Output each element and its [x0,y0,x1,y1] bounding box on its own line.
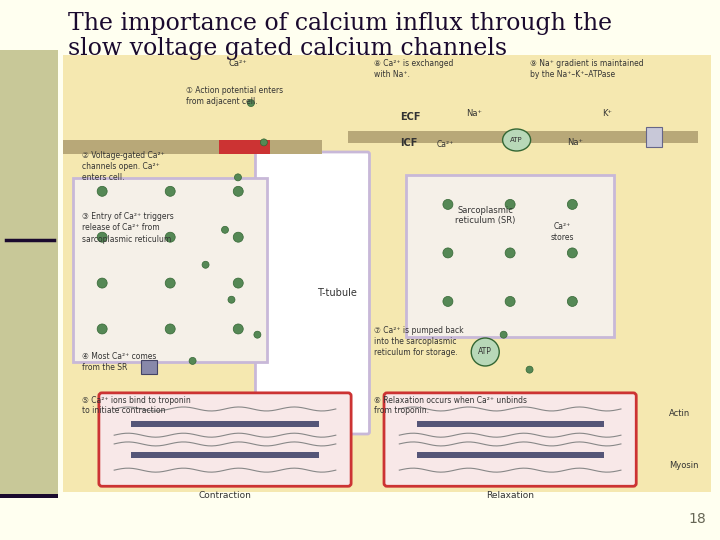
Circle shape [505,199,515,210]
Circle shape [97,324,107,334]
Bar [271,140,323,154]
Circle shape [233,186,243,197]
Bar [348,131,698,143]
Circle shape [165,324,175,334]
Circle shape [261,139,267,146]
Bar [132,421,318,427]
Circle shape [567,199,577,210]
Text: Na⁺: Na⁺ [567,138,583,147]
Circle shape [526,366,533,373]
Circle shape [165,232,175,242]
Bar [141,360,157,374]
Circle shape [443,248,453,258]
Text: Ca²⁺: Ca²⁺ [228,59,248,69]
Text: ⑦ Ca²⁺ is pumped back
into the sarcoplasmic
reticulum for storage.: ⑦ Ca²⁺ is pumped back into the sarcoplas… [374,326,464,357]
Text: The importance of calcium influx through the: The importance of calcium influx through… [68,12,612,35]
Text: ECF: ECF [400,112,420,122]
Circle shape [567,248,577,258]
Circle shape [165,278,175,288]
Circle shape [189,357,196,364]
Bar [406,176,613,337]
Text: Na⁺: Na⁺ [467,109,482,118]
Circle shape [567,296,577,306]
Circle shape [97,278,107,288]
Circle shape [233,232,243,242]
Bar [647,127,662,147]
Text: Relaxation: Relaxation [486,491,534,500]
Bar [73,178,267,362]
Text: Contraction: Contraction [199,491,251,500]
Text: ATP: ATP [478,348,492,356]
Text: ⑨ Na⁺ gradient is maintained
by the Na⁺–K⁺–ATPase: ⑨ Na⁺ gradient is maintained by the Na⁺–… [529,59,643,79]
Circle shape [97,232,107,242]
Bar [0,494,58,498]
Text: ④ Most Ca²⁺ comes
from the SR: ④ Most Ca²⁺ comes from the SR [82,352,157,372]
Text: 18: 18 [688,512,706,526]
Bar [0,50,58,498]
Text: Sarcoplasmic
reticulum (SR): Sarcoplasmic reticulum (SR) [455,206,516,225]
Text: ICF: ICF [400,138,418,148]
Bar [219,140,271,154]
Bar [417,421,603,427]
Text: ⑤ Ca²⁺ ions bind to troponin
to initiate contraction: ⑤ Ca²⁺ ions bind to troponin to initiate… [82,396,192,415]
Circle shape [233,278,243,288]
Circle shape [235,174,241,181]
Circle shape [443,199,453,210]
Circle shape [165,186,175,197]
FancyBboxPatch shape [99,393,351,486]
Circle shape [500,331,507,338]
Circle shape [228,296,235,303]
Circle shape [202,261,209,268]
Circle shape [222,226,228,233]
Ellipse shape [503,129,531,151]
Text: Ca²⁺
stores: Ca²⁺ stores [550,222,574,241]
Text: Ca²⁺: Ca²⁺ [437,140,454,149]
Bar [417,453,603,458]
Text: slow voltage gated calcium channels: slow voltage gated calcium channels [68,37,507,60]
Text: T-tubule: T-tubule [318,288,357,298]
Text: Myosin: Myosin [669,461,698,470]
Text: ① Action potential enters
from adjacent cell.: ① Action potential enters from adjacent … [186,85,283,106]
Text: ATP: ATP [510,137,523,143]
Text: K⁺: K⁺ [603,109,612,118]
Bar [63,55,711,492]
Circle shape [97,186,107,197]
Circle shape [471,338,499,366]
Text: ⑧ Ca²⁺ is exchanged
with Na⁺.: ⑧ Ca²⁺ is exchanged with Na⁺. [374,59,454,79]
Bar [63,140,219,154]
Bar [132,453,318,458]
Circle shape [505,248,515,258]
Circle shape [443,296,453,306]
FancyBboxPatch shape [384,393,636,486]
Circle shape [505,296,515,306]
FancyBboxPatch shape [256,152,369,434]
Text: ③ Entry of Ca²⁺ triggers
release of Ca²⁺ from
sarcoplasmic reticulum: ③ Entry of Ca²⁺ triggers release of Ca²⁺… [82,212,174,244]
Circle shape [233,324,243,334]
Text: ② Voltage-gated Ca²⁺
channels open. Ca²⁺
enters cell.: ② Voltage-gated Ca²⁺ channels open. Ca²⁺… [82,151,165,183]
Circle shape [248,99,254,106]
Text: ⑥ Relaxation occurs when Ca²⁺ unbinds
from troponin.: ⑥ Relaxation occurs when Ca²⁺ unbinds fr… [374,396,527,415]
Circle shape [254,331,261,338]
Text: Actin: Actin [669,409,690,418]
